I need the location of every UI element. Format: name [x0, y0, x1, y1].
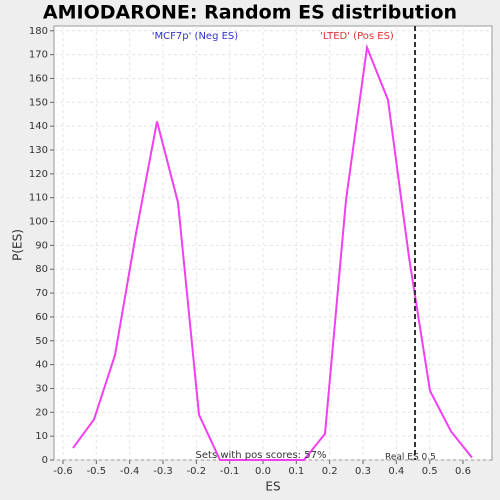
x-tick-label: 0.5 — [422, 466, 438, 477]
x-tick-label: 0.3 — [355, 466, 371, 477]
x-axis-label: ES — [265, 480, 280, 494]
y-tick-label: 120 — [29, 169, 48, 180]
pos-scores-note: Sets with pos scores: 57% — [196, 450, 327, 461]
x-tick-label: 0.2 — [322, 466, 338, 477]
y-tick-label: 0 — [42, 455, 48, 466]
x-tick-label: -0.5 — [87, 466, 107, 477]
x-tick-label: -0.6 — [53, 466, 73, 477]
y-tick-label: 180 — [29, 26, 48, 37]
pos-label: 'LTED' (Pos ES) — [320, 31, 394, 42]
y-tick-label: 150 — [29, 97, 48, 108]
y-tick-label: 100 — [29, 217, 48, 228]
y-axis-label: P(ES) — [11, 229, 25, 261]
y-tick-label: 140 — [29, 121, 48, 132]
x-tick-label: 0.4 — [388, 466, 404, 477]
x-tick-label: -0.3 — [153, 466, 173, 477]
y-tick-label: 130 — [29, 145, 48, 156]
y-tick-label: 50 — [35, 336, 48, 347]
y-tick-label: 70 — [35, 288, 48, 299]
x-tick-label: 0.0 — [255, 466, 271, 477]
line-series — [72, 43, 473, 461]
plot-area — [53, 25, 493, 461]
neg-label: 'MCF7p' (Neg ES) — [152, 31, 238, 42]
x-tick-label: 0.6 — [455, 466, 471, 477]
chart-title: AMIODARONE: Random ES distribution — [43, 2, 457, 24]
y-tick-label: 80 — [35, 264, 48, 275]
y-tick-label: 40 — [35, 360, 48, 371]
x-tick-label: -0.2 — [187, 466, 207, 477]
x-tick-label: -0.4 — [120, 466, 140, 477]
real-es-label: Real ES 0.5 — [385, 453, 436, 463]
y-tick-label: 30 — [35, 383, 48, 394]
y-tick-label: 10 — [35, 431, 48, 442]
x-tick-label: 0.1 — [288, 466, 304, 477]
y-tick-label: 110 — [29, 193, 48, 204]
y-tick-label: 90 — [35, 240, 48, 251]
y-tick-label: 160 — [29, 73, 48, 84]
x-tick-label: -0.1 — [220, 466, 240, 477]
y-tick-label: 20 — [35, 407, 48, 418]
y-tick-label: 170 — [29, 50, 48, 61]
y-tick-label: 60 — [35, 312, 48, 323]
